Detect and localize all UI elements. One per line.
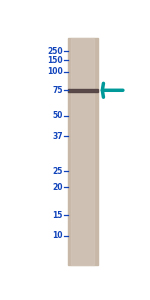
Text: 25: 25 <box>52 167 63 176</box>
Bar <box>68 38 98 265</box>
Text: 50: 50 <box>52 111 63 120</box>
Text: 37: 37 <box>52 132 63 141</box>
Text: 250: 250 <box>47 46 63 56</box>
Bar <box>68 89 98 92</box>
Text: 100: 100 <box>47 67 63 76</box>
Text: 75: 75 <box>52 86 63 95</box>
Text: 10: 10 <box>52 231 63 240</box>
Text: 15: 15 <box>52 211 63 220</box>
Bar <box>71 38 94 265</box>
Text: 20: 20 <box>52 183 63 192</box>
Text: 150: 150 <box>47 56 63 65</box>
